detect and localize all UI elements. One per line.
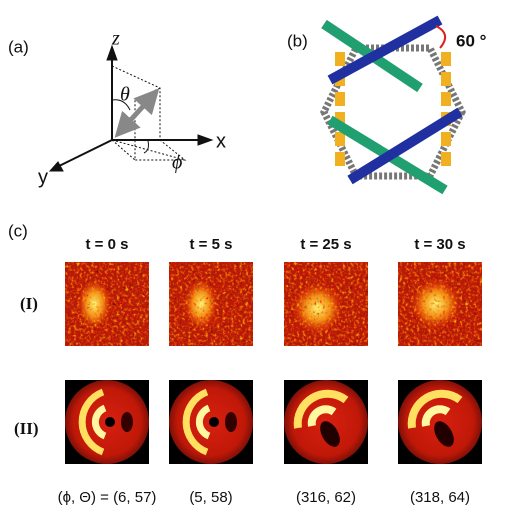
panel-label: (c) [8,221,28,240]
panel-label: (b) [287,31,308,50]
column-header: t = 0 s [86,236,129,253]
row-label: (I) [20,294,38,313]
angle-symbol: θ [120,84,130,106]
image-simulated [398,380,482,464]
figure: (a) z x y θ ϕ (b) 60 ° (c) (I) (II) [0,0,507,514]
axis-label: y [38,166,48,188]
image-dark [209,417,219,427]
image-dark [121,412,133,432]
image-noise [284,262,368,346]
hexagon-molecule [324,20,462,190]
column-header: t = 30 s [414,236,465,253]
image-noisy [169,262,253,346]
image-noisy [65,262,149,346]
image-noisy [398,262,482,346]
image-noise [65,262,149,346]
panel-label: (a) [8,37,29,56]
row-label: (II) [14,419,39,438]
angle-caption: (318, 64) [410,489,470,506]
angle-label: 60 ° [456,31,487,50]
image-noise [169,262,253,346]
image-simulated [284,380,368,464]
axes-diagram [50,46,212,171]
column-header: t = 5 s [190,236,233,253]
image-simulated [169,380,253,464]
axis-label: z [111,28,120,50]
image-noisy [284,262,368,346]
angle-caption: (ϕ, Θ) = (6, 57) [58,489,157,506]
image-noise [398,262,482,346]
image-dark [105,417,115,427]
image-simulated [65,380,149,464]
image-dark [225,412,237,432]
angle-caption: (316, 62) [296,489,356,506]
angle-caption: (5, 58) [189,489,232,506]
axis-label: x [216,130,226,152]
column-header: t = 25 s [300,236,351,253]
angle-symbol: ϕ [172,152,182,174]
